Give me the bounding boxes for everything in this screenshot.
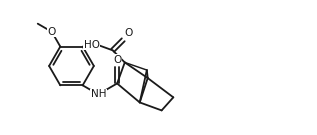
Text: O: O <box>113 55 121 65</box>
Text: NH: NH <box>91 89 106 99</box>
Text: O: O <box>125 28 133 38</box>
Text: O: O <box>48 27 56 37</box>
Text: HO: HO <box>84 40 100 50</box>
